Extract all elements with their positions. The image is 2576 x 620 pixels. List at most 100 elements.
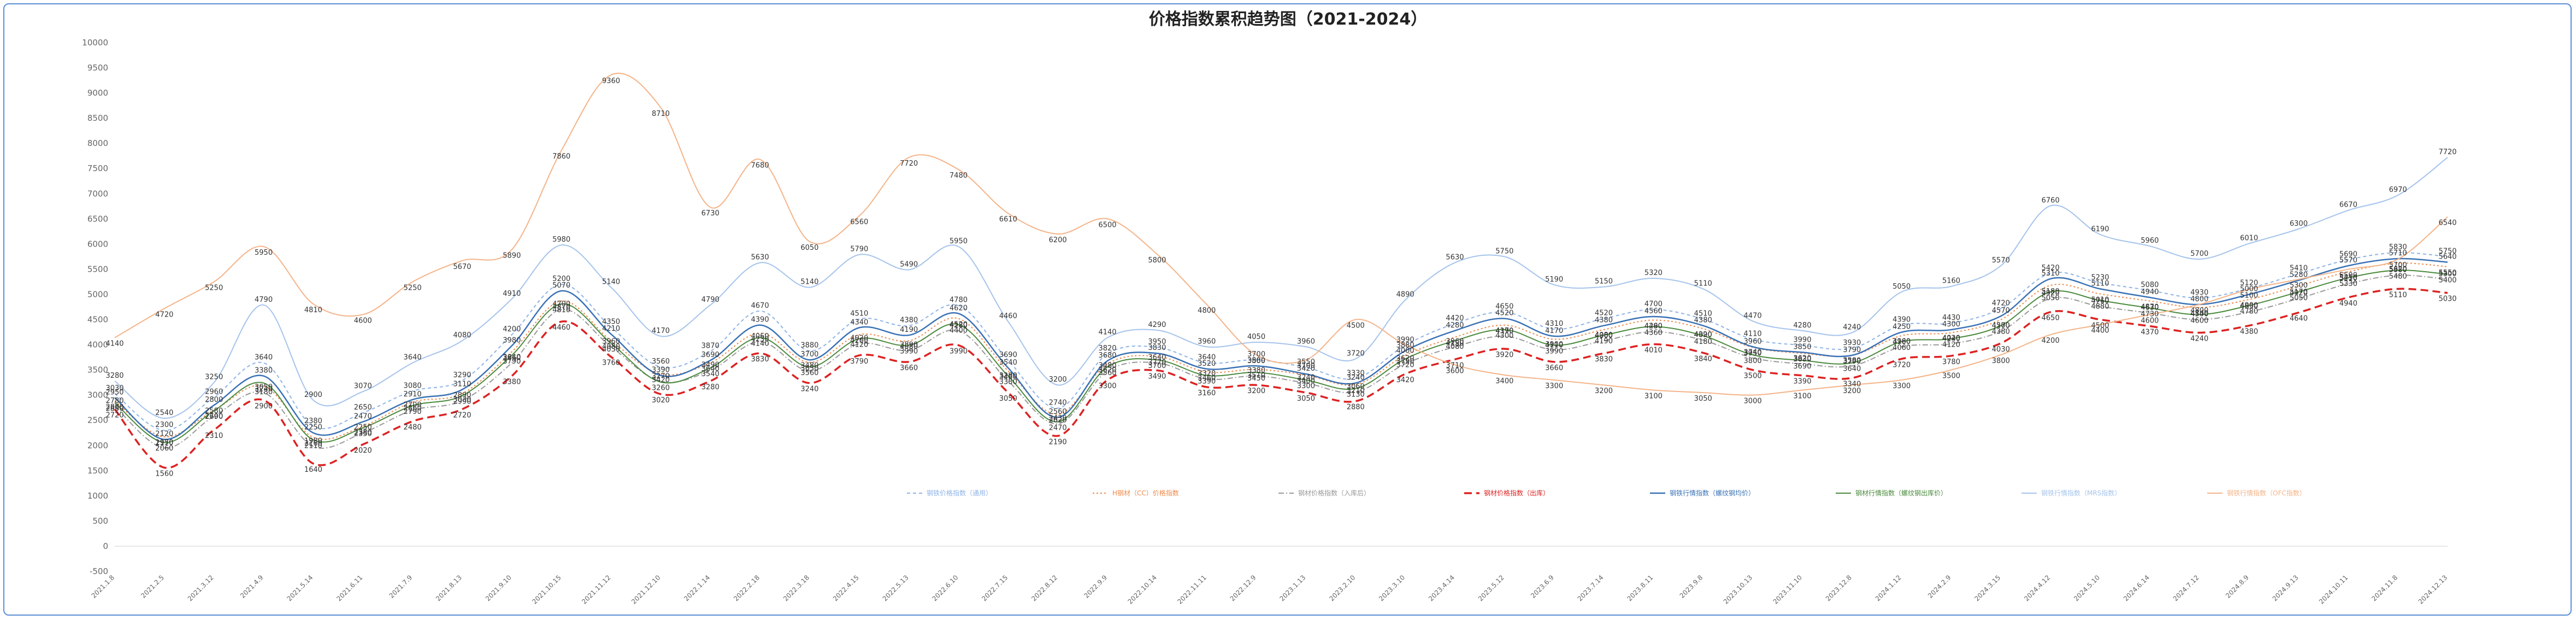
data-label: 3210 <box>1347 387 1365 395</box>
data-label: 3700 <box>1148 362 1166 370</box>
data-label: 4280 <box>950 321 968 330</box>
data-label: 3020 <box>652 396 670 405</box>
data-label: 4310 <box>1545 320 1563 328</box>
data-label: 5280 <box>2290 271 2308 279</box>
data-label: 5500 <box>2339 271 2357 279</box>
data-label: 3950 <box>1744 349 1762 358</box>
data-label: 3930 <box>1843 339 1861 347</box>
data-label: 1980 <box>304 437 322 446</box>
data-label: 3960 <box>1446 337 1464 346</box>
data-label: 4180 <box>1694 338 1712 346</box>
x-tick-label: 2022.10.14 <box>1127 574 1158 605</box>
data-label: 4500 <box>1992 322 2010 330</box>
data-label: 3980 <box>503 336 521 344</box>
data-label: 3490 <box>702 361 720 370</box>
data-label: 4190 <box>1595 337 1613 346</box>
data-label: 5050 <box>1893 283 1911 291</box>
data-label: 4170 <box>1495 327 1513 335</box>
data-label: 3480 <box>999 373 1017 381</box>
legend-label: H钢材（CC）价格指数 <box>1112 489 1179 497</box>
data-label: 3300 <box>1297 382 1315 390</box>
x-tick-label: 2024.4.12 <box>2023 574 2052 603</box>
x-tick-label: 2021.7.9 <box>388 574 414 600</box>
data-label: 3560 <box>1098 369 1116 377</box>
data-label: 4080 <box>1595 331 1613 340</box>
data-label: 5950 <box>950 237 968 245</box>
data-label: 5960 <box>2141 237 2159 245</box>
data-label: 3420 <box>652 376 670 384</box>
data-label: 7480 <box>950 172 968 180</box>
data-label: 4270 <box>1992 322 2010 330</box>
y-tick-label: 9500 <box>87 63 108 73</box>
data-label: 4060 <box>751 332 769 341</box>
data-label: 4780 <box>2240 308 2258 316</box>
data-label: 5110 <box>2091 279 2109 288</box>
data-label: 4720 <box>1992 299 2010 307</box>
data-label: 4620 <box>950 304 968 312</box>
data-label: 5140 <box>800 278 818 286</box>
data-label: 3340 <box>1843 380 1861 388</box>
x-tick-label: 2022.3.18 <box>782 574 811 603</box>
data-label: 4700 <box>1644 300 1663 308</box>
data-label: 3830 <box>1148 344 1166 352</box>
x-tick-label: 2023.8.11 <box>1625 574 1654 603</box>
data-label: 4700 <box>552 300 570 308</box>
data-label: 8710 <box>652 110 670 118</box>
x-tick-label: 2022.6.10 <box>931 574 960 603</box>
data-label: 4200 <box>850 337 868 345</box>
data-label: 2990 <box>453 398 471 406</box>
data-label: 3990 <box>1793 336 1811 344</box>
data-label: 2430 <box>1049 414 1067 423</box>
data-label: 2380 <box>304 417 322 425</box>
data-label: 4030 <box>602 346 620 354</box>
data-label: 3420 <box>1396 376 1414 384</box>
data-label: 4790 <box>255 296 273 304</box>
data-label: 3240 <box>800 385 818 394</box>
data-label: 2110 <box>304 442 322 451</box>
data-label: 3100 <box>1793 392 1811 400</box>
data-label: 3300 <box>1545 382 1563 390</box>
data-label: 4460 <box>552 324 570 332</box>
data-label: 4350 <box>602 318 620 326</box>
data-label: 4400 <box>2091 327 2109 335</box>
data-label: 3990 <box>900 347 918 355</box>
data-label: 3770 <box>1148 359 1166 367</box>
data-label: 4370 <box>2141 328 2159 336</box>
data-label: 4140 <box>1098 329 1116 337</box>
y-tick-label: 3000 <box>87 390 108 400</box>
data-label: 3800 <box>1744 357 1762 365</box>
data-label: 4810 <box>304 306 322 314</box>
data-label: 5160 <box>1942 277 1960 285</box>
data-label: 4650 <box>2042 314 2060 323</box>
data-label: 3700 <box>1247 350 1265 359</box>
data-label: 4060 <box>1893 344 1911 352</box>
data-label: 3950 <box>1148 338 1166 346</box>
x-tick-label: 2024.10.11 <box>2318 574 2349 605</box>
data-label: 7720 <box>900 160 918 168</box>
data-label: 3240 <box>1347 374 1365 382</box>
data-label: 5210 <box>2339 274 2357 283</box>
y-tick-label: 8500 <box>87 113 108 123</box>
data-label: 4890 <box>1396 291 1414 299</box>
data-label: 3720 <box>1396 361 1414 369</box>
data-label: 5790 <box>850 245 868 254</box>
series-line <box>114 258 2448 440</box>
legend-label: 钢铁行情指数（螺纹钢均价） <box>1670 489 1755 497</box>
data-label: 2480 <box>404 424 422 432</box>
data-label: 5250 <box>404 284 422 292</box>
data-label: 4170 <box>1545 327 1563 335</box>
data-label: 5110 <box>2389 291 2407 299</box>
x-tick-label: 2023.7.14 <box>1576 574 1605 603</box>
data-label: 2250 <box>354 424 372 432</box>
data-label: 3510 <box>1247 372 1265 380</box>
data-label: 4080 <box>1446 343 1464 351</box>
x-tick-label: 2024.2.9 <box>1926 574 1953 600</box>
data-label: 3280 <box>999 372 1017 380</box>
y-tick-label: 6000 <box>87 239 108 249</box>
data-label: 3690 <box>702 351 720 359</box>
data-label: 6190 <box>2091 225 2109 233</box>
data-label: 4520 <box>1595 309 1613 318</box>
x-tick-label: 2022.5.13 <box>881 574 910 603</box>
data-label: 2890 <box>453 391 471 400</box>
data-label: 5750 <box>2438 247 2456 255</box>
